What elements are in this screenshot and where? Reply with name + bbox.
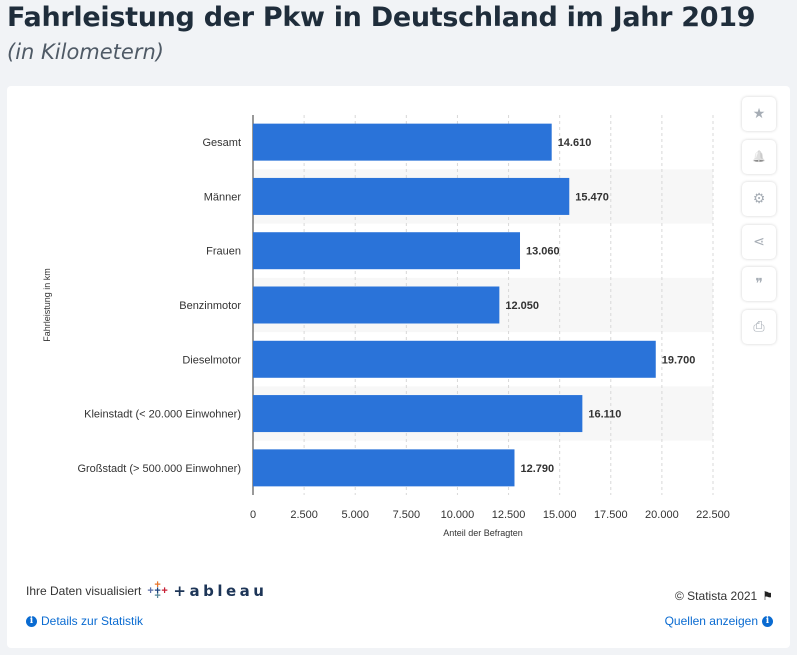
value-label: 12.790 [520, 463, 554, 475]
category-label: Kleinstadt (< 20.000 Einwohner) [84, 409, 241, 421]
flag-icon[interactable]: ⚑ [762, 589, 773, 603]
bar[interactable] [253, 123, 552, 161]
settings-button[interactable]: ⚙ [742, 182, 776, 216]
page-title: Fahrleistung der Pkw in Deutschland im J… [7, 2, 756, 33]
y-axis-title: Fahrleistung in km [42, 268, 52, 342]
category-label: Großstadt (> 500.000 Einwohner) [77, 463, 241, 475]
bell-icon: 🔔 [752, 150, 766, 163]
cite-button[interactable]: ❞ [742, 267, 776, 301]
bar[interactable] [253, 177, 570, 215]
x-tick-label: 10.000 [441, 509, 475, 521]
bar[interactable] [253, 395, 583, 433]
print-icon: ⎙ [753, 318, 765, 335]
share-icon: ⋖ [753, 233, 765, 250]
bar[interactable] [253, 449, 515, 487]
tableau-wordmark: +ableau [173, 582, 268, 600]
x-tick-label: 0 [250, 509, 256, 521]
value-label: 16.110 [588, 409, 621, 421]
sources-link-label: Quellen anzeigen [664, 614, 758, 628]
x-tick-label: 7.500 [393, 509, 421, 521]
copyright-text: © Statista 2021 [675, 589, 758, 603]
page-subtitle: (in Kilometern) [7, 40, 164, 64]
tableau-attribution[interactable]: Ihre Daten visualisiert + + + + + +ablea… [26, 580, 267, 602]
category-label: Männer [204, 191, 242, 203]
x-tick-label: 15.000 [543, 509, 577, 521]
bar[interactable] [253, 340, 656, 378]
value-label: 14.610 [558, 137, 592, 149]
value-label: 13.060 [526, 246, 560, 258]
value-label: 15.470 [575, 191, 609, 203]
tableau-logo-icon: + + + + + [147, 579, 168, 602]
details-link[interactable]: i Details zur Statistik [26, 614, 143, 628]
x-tick-label: 20.000 [645, 509, 679, 521]
favorite-button[interactable]: ★ [742, 97, 776, 131]
info-icon: i [26, 615, 37, 627]
info-icon: i [762, 615, 773, 627]
details-link-label: Details zur Statistik [41, 614, 144, 628]
copyright: © Statista 2021 ⚑ [675, 589, 773, 603]
sources-link[interactable]: Quellen anzeigen i [665, 614, 773, 628]
notification-button[interactable]: 🔔 [742, 139, 776, 174]
category-label: Benzinmotor [179, 300, 241, 312]
x-tick-label: 5.000 [341, 509, 369, 521]
category-label: Gesamt [202, 137, 241, 149]
gear-icon: ⚙ [752, 191, 766, 207]
star-icon: ★ [752, 106, 766, 122]
value-label: 12.050 [505, 300, 539, 312]
category-label: Dieselmotor [182, 354, 241, 366]
x-tick-label: 12.500 [492, 509, 526, 521]
bar[interactable] [253, 286, 500, 324]
category-label: Frauen [206, 246, 241, 258]
print-button[interactable]: ⎙ [742, 309, 776, 344]
x-tick-label: 17.500 [594, 509, 628, 521]
share-button[interactable]: ⋖ [742, 224, 776, 259]
toolbar-sidebar: ★ 🔔 ⚙ ⋖ ❞ ⎙ [742, 97, 780, 352]
x-axis-title: Anteil der Befragten [443, 528, 523, 538]
x-tick-label: 2.500 [290, 509, 318, 521]
x-tick-label: 22.500 [696, 509, 730, 521]
visualized-label: Ihre Daten visualisiert [26, 584, 142, 598]
value-label: 19.700 [662, 354, 696, 366]
quote-icon: ❞ [755, 276, 763, 292]
bar[interactable] [253, 232, 521, 270]
